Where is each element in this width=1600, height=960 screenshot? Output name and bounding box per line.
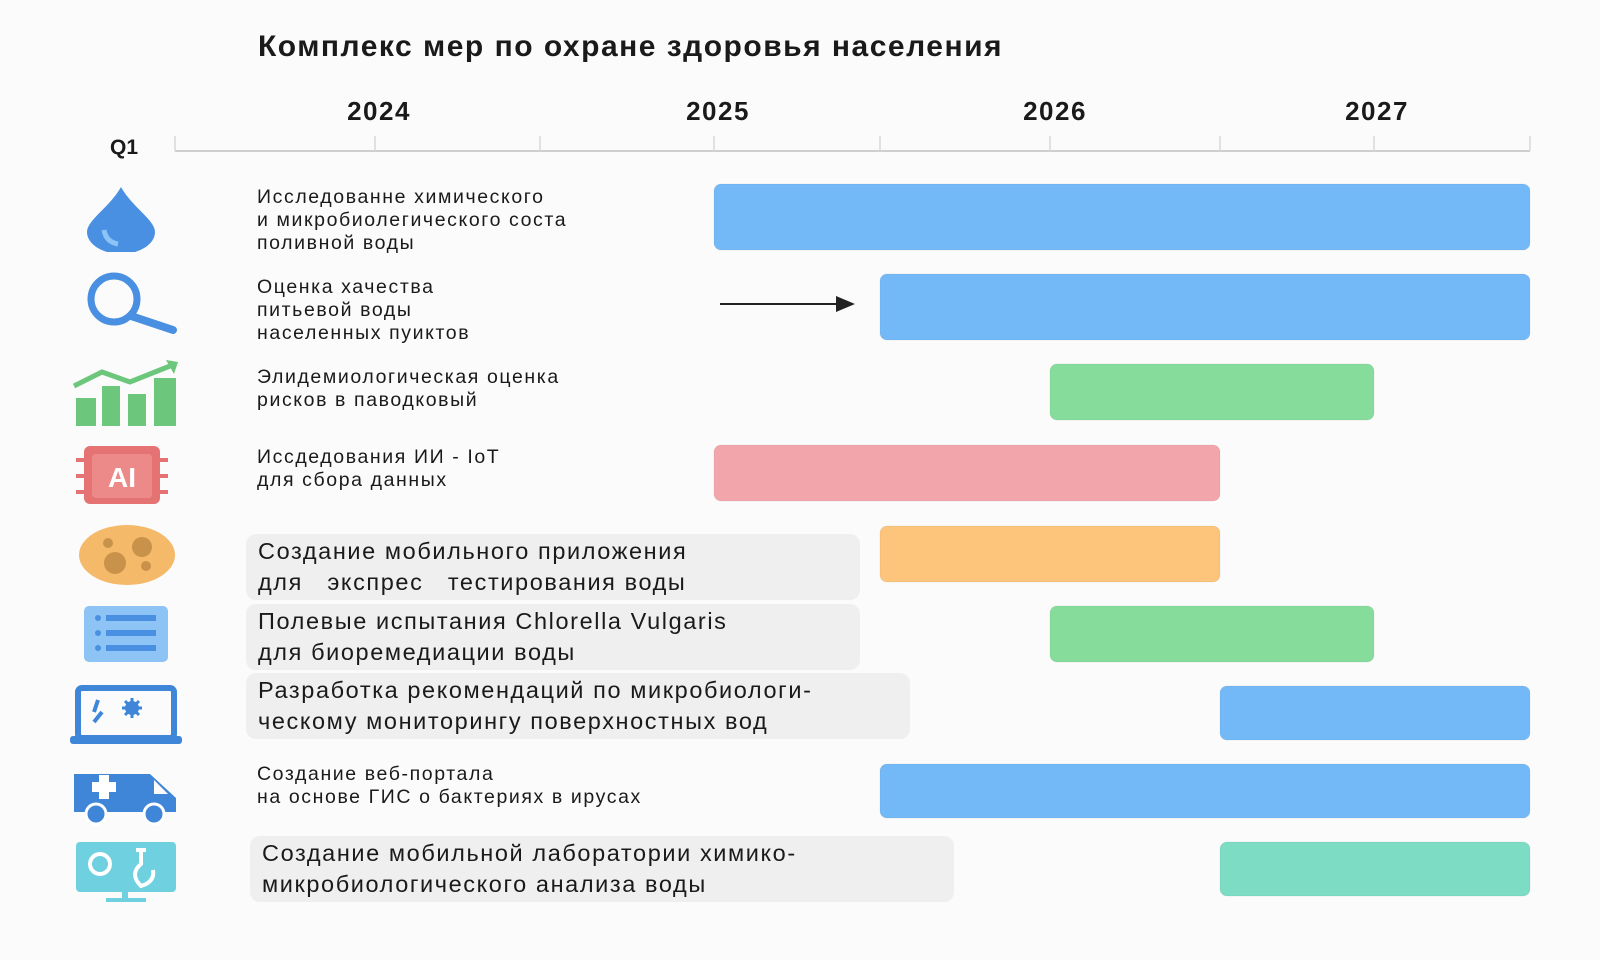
year-label: 2025: [686, 96, 750, 126]
year-label: 2024: [347, 96, 411, 126]
arrow-head-icon: [836, 296, 855, 312]
laptop-microbe-icon: [70, 685, 182, 744]
ambulance-icon: [74, 774, 176, 826]
quarter-label: Q1: [110, 136, 139, 159]
lab-monitor-icon: [76, 842, 176, 902]
task-label: Полевые испытания Chlorella Vulgaris для…: [246, 604, 860, 670]
task-bar: [713, 444, 1221, 502]
task-label: Элидемиологическая оценка рисков в павод…: [257, 366, 560, 411]
svg-text:AI: AI: [108, 462, 136, 493]
task-label: Разработка рекомендаций по микробиологи-…: [246, 673, 910, 739]
chart-title: Комплекс мер по охране здоровья населени…: [258, 30, 1004, 63]
water-drop-icon: [87, 187, 155, 252]
year-label: 2027: [1345, 96, 1409, 126]
petri-dish-icon: [79, 525, 175, 585]
magnifier-icon: [87, 272, 177, 334]
task-label: Создание мобильного приложения для экспр…: [246, 534, 860, 600]
task-label: Создание мобильной лаборатории химико- м…: [250, 836, 954, 902]
task-label: Оценка хачества питьевой воды населенных…: [257, 276, 471, 344]
task-bar: [879, 763, 1531, 819]
task-label: Иссдедования ИИ - IoT для сбора данных: [257, 446, 501, 491]
task-bar: [879, 525, 1221, 583]
task-label: Исследованне химического и микробиолегич…: [257, 186, 568, 254]
task-bar: [1219, 841, 1531, 897]
year-label: 2026: [1023, 96, 1087, 126]
task-bar: [713, 183, 1531, 251]
task-bar: [879, 273, 1531, 341]
growth-chart-icon: [72, 360, 178, 426]
task-bar: [1049, 605, 1375, 663]
list-icon: [84, 606, 168, 662]
ai-chip-icon: AI: [76, 446, 168, 504]
task-bar: [1219, 685, 1531, 741]
task-label: Создание веб-портала на основе ГИС о бак…: [257, 763, 642, 808]
task-bar: [1049, 363, 1375, 421]
